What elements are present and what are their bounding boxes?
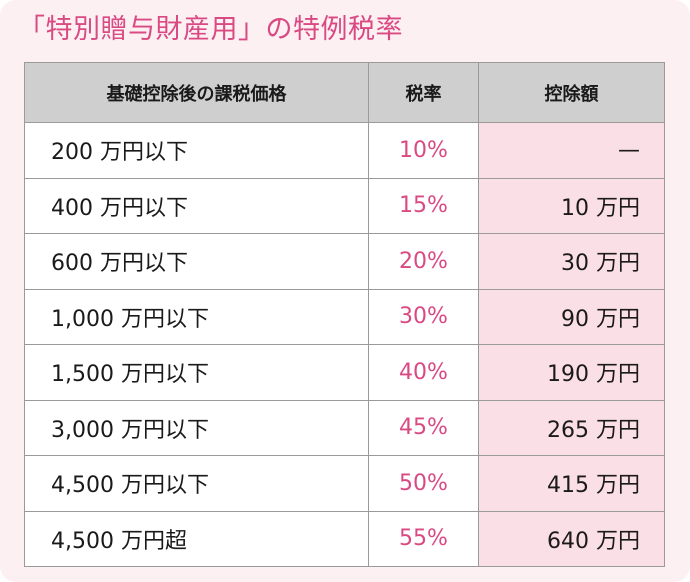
tax-rate-cell: 55% <box>368 510 479 567</box>
deduction-cell: 265 万円 <box>478 399 665 456</box>
taxable-price-cell: 1,000 万円以下 <box>24 288 369 345</box>
taxable-price-cell: 3,000 万円以下 <box>24 399 369 456</box>
taxable-price-cell: 1,500 万円以下 <box>24 344 369 401</box>
table-row: 600 万円以下 20% 30 万円 <box>24 233 665 290</box>
header-deduction: 控除額 <box>478 62 665 123</box>
taxable-price-cell: 200 万円以下 <box>24 122 369 179</box>
tax-rate-cell: 30% <box>368 288 479 345</box>
table-row: 1,500 万円以下 40% 190 万円 <box>24 344 665 401</box>
table-row: 400 万円以下 15% 10 万円 <box>24 177 665 234</box>
tax-rate-cell: 10% <box>368 122 479 179</box>
deduction-cell: 190 万円 <box>478 344 665 401</box>
tax-rate-cell: 50% <box>368 455 479 512</box>
header-tax-rate: 税率 <box>368 62 479 123</box>
deduction-cell: — <box>478 122 665 179</box>
table-row: 3,000 万円以下 45% 265 万円 <box>24 399 665 456</box>
table-header-row: 基礎控除後の課税価格 税率 控除額 <box>24 62 665 123</box>
deduction-cell: 415 万円 <box>478 455 665 512</box>
taxable-price-cell: 600 万円以下 <box>24 233 369 290</box>
tax-rate-cell: 40% <box>368 344 479 401</box>
deduction-cell: 10 万円 <box>478 177 665 234</box>
table-row: 1,000 万円以下 30% 90 万円 <box>24 288 665 345</box>
tax-rate-cell: 15% <box>368 177 479 234</box>
tax-rate-table: 基礎控除後の課税価格 税率 控除額 200 万円以下 10% — 400 万円以… <box>24 62 665 567</box>
header-taxable-price: 基礎控除後の課税価格 <box>24 62 369 123</box>
table-row: 200 万円以下 10% — <box>24 122 665 179</box>
taxable-price-cell: 4,500 万円以下 <box>24 455 369 512</box>
deduction-cell: 30 万円 <box>478 233 665 290</box>
page-title: 「特別贈与財産用」の特例税率 <box>18 14 403 45</box>
taxable-price-cell: 4,500 万円超 <box>24 510 369 567</box>
tax-rate-cell: 45% <box>368 399 479 456</box>
deduction-cell: 640 万円 <box>478 510 665 567</box>
table-row: 4,500 万円超 55% 640 万円 <box>24 510 665 567</box>
deduction-cell: 90 万円 <box>478 288 665 345</box>
tax-rate-cell: 20% <box>368 233 479 290</box>
taxable-price-cell: 400 万円以下 <box>24 177 369 234</box>
table-row: 4,500 万円以下 50% 415 万円 <box>24 455 665 512</box>
